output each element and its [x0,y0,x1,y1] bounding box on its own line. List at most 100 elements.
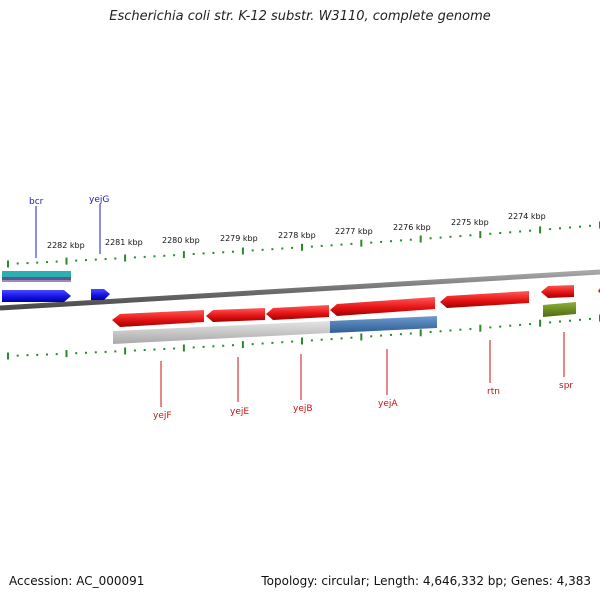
major-tick [360,239,363,247]
minor-tick [271,248,274,251]
minor-tick [271,341,274,344]
minor-tick [163,254,166,257]
gene-spr[interactable] [541,285,574,298]
scale-label: 2282 kbp [47,241,85,250]
minor-tick [509,324,512,327]
major-tick [241,247,244,255]
forward-genes [2,289,110,302]
scale-label: 2279 kbp [220,234,258,243]
gene-label-yejE[interactable]: yejE [230,407,249,417]
minor-tick [173,347,176,350]
minor-tick [529,323,532,326]
scale-label: 2280 kbp [162,236,200,245]
gene-label-yejA[interactable]: yejA [378,399,398,409]
gene-bcr[interactable] [2,290,71,302]
minor-tick [549,321,552,324]
gene-yejG[interactable] [91,289,110,300]
minor-tick [519,230,522,233]
minor-tick [85,351,87,354]
olive-feature-track[interactable] [543,302,576,317]
minor-tick [94,351,97,354]
major-tick [241,341,244,349]
scale-label: 2276 kbp [393,223,431,232]
minor-tick [212,251,215,254]
major-tick [301,243,303,251]
minor-tick [222,251,225,254]
major-tick [7,352,9,360]
minor-tick [192,253,195,255]
minor-tick [143,349,146,351]
minor-tick [370,335,373,338]
slate-feature-track[interactable] [2,277,71,280]
gene-label-bcr[interactable]: bcr [29,197,44,207]
minor-tick [399,239,402,242]
minor-tick [320,338,323,341]
gene-rtn[interactable] [440,291,529,308]
major-tick [7,260,9,268]
minor-tick [390,240,392,243]
minor-tick [439,236,442,239]
scale-label: 2281 kbp [105,238,143,247]
gene-label-yejF[interactable]: yejF [153,411,172,421]
gene-yejA[interactable] [330,297,435,316]
minor-tick [509,231,512,234]
minor-tick [85,259,87,262]
minor-tick [36,353,39,356]
cyan-feature-track[interactable] [2,271,71,277]
major-tick [182,251,185,259]
gene-yejE[interactable] [206,308,265,322]
major-tick [479,231,482,239]
minor-tick [251,343,254,346]
accession-text: Accession: AC_000091 [9,574,145,588]
minor-tick [330,338,333,341]
minor-tick [212,345,215,348]
major-tick [301,337,303,345]
gene-label-yejB[interactable]: yejB [293,404,313,414]
gene-label-rtn[interactable]: rtn [487,387,500,397]
scale-label: 2275 kbp [451,218,489,227]
minor-tick [232,344,234,347]
minor-tick [559,320,561,323]
reverse-gene-labels: yejF yejE yejB yejA rtn spr [153,381,573,421]
minor-tick [529,229,532,232]
minor-tick [399,333,402,336]
minor-tick [589,224,591,227]
minor-tick [251,249,254,252]
scale-label: 2278 kbp [278,231,316,240]
major-tick [419,329,422,337]
minor-tick [55,353,58,356]
minor-tick [153,348,156,351]
major-tick [419,235,422,243]
minor-tick [429,237,432,240]
gene-yejB[interactable] [266,305,329,320]
lower-scale-ticks [7,314,600,360]
minor-tick [36,261,39,264]
minor-tick [459,235,462,238]
gene-label-spr[interactable]: spr [559,381,573,391]
minor-tick [350,336,353,339]
minor-tick [370,241,373,244]
forward-gene-labels: bcr yejG [29,195,109,207]
gene-label-yejG[interactable]: yejG [89,195,109,205]
gray-feature-track[interactable] [113,321,330,344]
major-tick [479,324,482,332]
protein-feature-track[interactable] [330,316,437,333]
forward-feature-tracks [2,271,71,282]
reverse-leader-lines [160,332,565,407]
minor-tick [202,345,205,348]
minor-tick [261,248,264,251]
minor-tick [55,260,58,263]
gene-yejF[interactable] [112,310,204,327]
reverse-feature-tracks [113,302,576,344]
major-tick [124,347,127,355]
minor-tick [104,350,107,353]
minor-tick [75,259,78,262]
minor-tick [26,262,29,265]
minor-tick [380,240,383,243]
minor-tick [469,234,472,237]
minor-tick [143,255,146,258]
lilac-feature-track[interactable] [2,280,71,282]
minor-tick [320,244,323,247]
minor-tick [261,342,264,345]
